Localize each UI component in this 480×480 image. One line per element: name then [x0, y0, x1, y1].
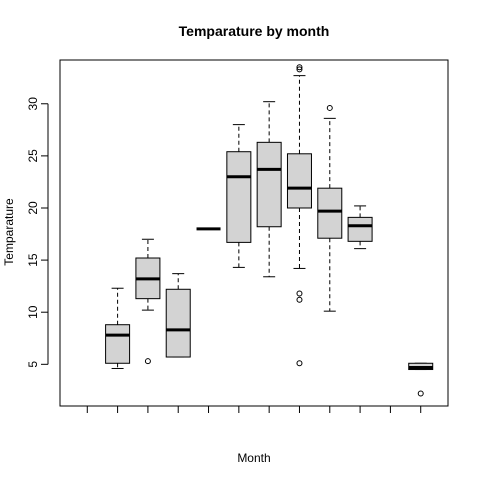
- box-8-outlier-1: [296, 64, 303, 71]
- box-8-outlier-2: [296, 290, 303, 297]
- y-tick-label-15: 15: [26, 253, 40, 267]
- box-2-body: [105, 324, 131, 364]
- x-axis-label: Month: [237, 451, 270, 465]
- chart-marks: 5 10 15 20 25 30: [26, 64, 434, 413]
- box-12-outlier-0: [417, 390, 424, 397]
- box-3-outlier-0: [144, 358, 151, 365]
- y-tick-label-25: 25: [26, 149, 40, 163]
- box-8-body: [286, 153, 312, 209]
- box-8-outlier-0: [296, 66, 303, 73]
- box-8-outlier-3: [296, 296, 303, 303]
- box-10-body: [347, 216, 373, 242]
- box-9-body: [317, 187, 343, 239]
- box-9-outlier-0: [326, 104, 333, 111]
- chart-title: Temparature by month: [179, 23, 330, 39]
- box-6-body: [226, 151, 252, 243]
- y-tick-label-30: 30: [26, 97, 40, 111]
- y-tick-label-20: 20: [26, 201, 40, 215]
- box-4-body: [165, 288, 191, 358]
- y-axis-label: Temparature: [2, 198, 16, 266]
- y-tick-label-5: 5: [26, 361, 40, 368]
- box-8-outlier-4: [296, 360, 303, 367]
- box-7-body: [256, 141, 282, 228]
- y-tick-label-10: 10: [26, 305, 40, 319]
